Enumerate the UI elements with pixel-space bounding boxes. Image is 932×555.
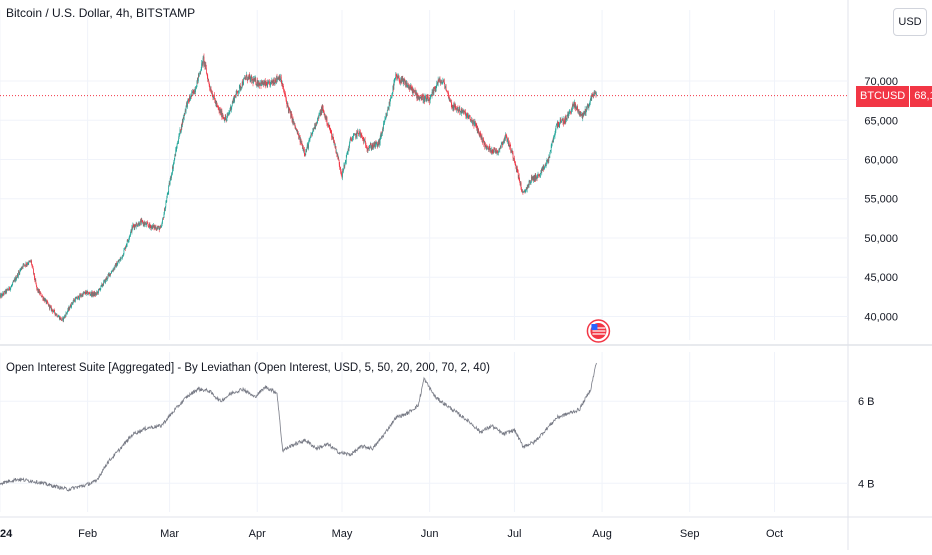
currency-button[interactable]: USD bbox=[893, 8, 927, 36]
overlay bbox=[0, 96, 848, 342]
candle-body bbox=[77, 299, 78, 300]
candle-body bbox=[117, 262, 118, 264]
candle-body bbox=[304, 149, 305, 153]
oi-line bbox=[0, 363, 596, 491]
symbol-label: BTCUSD bbox=[856, 86, 909, 107]
candle-body bbox=[596, 94, 597, 95]
candle-body bbox=[513, 153, 514, 158]
candle-body bbox=[319, 114, 320, 118]
oi-y-tick-label: 4 B bbox=[858, 478, 875, 490]
candle-body bbox=[162, 219, 163, 222]
oi-y-tick-label: 6 B bbox=[858, 396, 875, 408]
x-tick-label: Apr bbox=[249, 528, 266, 540]
candle-body bbox=[203, 58, 204, 65]
candle-body bbox=[206, 68, 207, 73]
candle-body bbox=[196, 89, 197, 90]
x-tick-label: May bbox=[332, 528, 353, 540]
last-price-label: 68,139 bbox=[909, 86, 932, 107]
x-tick-label: Sep bbox=[680, 528, 700, 540]
y-tick-label: 45,000 bbox=[864, 272, 898, 284]
candle-body bbox=[36, 284, 37, 286]
last-price-badge: BTCUSD 68,139 bbox=[856, 86, 932, 107]
candle-body bbox=[501, 144, 502, 147]
candle-body bbox=[10, 287, 11, 288]
y-tick-label: 60,000 bbox=[864, 154, 898, 166]
candle-body bbox=[165, 203, 166, 207]
candle-body bbox=[196, 87, 197, 88]
candle-body bbox=[8, 290, 9, 291]
x-tick-label: Oct bbox=[766, 528, 783, 540]
candle-body bbox=[54, 310, 55, 313]
candle-body bbox=[519, 179, 520, 181]
x-tick-label: 2024 bbox=[0, 528, 13, 540]
y-tick-label: 55,000 bbox=[864, 194, 898, 206]
candle-body bbox=[327, 117, 328, 124]
open-interest-series bbox=[0, 363, 596, 491]
candle-body bbox=[333, 136, 334, 137]
candle-body bbox=[4, 292, 5, 295]
candle-body bbox=[339, 164, 340, 167]
candle-body bbox=[12, 282, 13, 284]
candle-body bbox=[214, 95, 215, 98]
indicator-title: Open Interest Suite [Aggregated] - By Le… bbox=[6, 362, 490, 374]
candle-body bbox=[358, 131, 359, 134]
y-tick-label: 65,000 bbox=[864, 115, 898, 127]
candle-body bbox=[200, 71, 201, 73]
candle-body bbox=[282, 84, 283, 86]
x-tick-label: Mar bbox=[160, 528, 179, 540]
chart-title: Bitcoin / U.S. Dollar, 4h, BITSTAMP bbox=[6, 6, 195, 20]
candle-body bbox=[395, 79, 396, 80]
candle-body bbox=[246, 76, 247, 78]
candle-body bbox=[119, 260, 120, 261]
candle-body bbox=[75, 298, 76, 301]
candle-body bbox=[390, 101, 391, 104]
x-tick-label: Feb bbox=[78, 528, 97, 540]
x-tick-label: Jun bbox=[421, 528, 439, 540]
candle-body bbox=[124, 250, 125, 254]
candle-body bbox=[148, 225, 149, 226]
candle-body bbox=[98, 289, 99, 293]
candle-body bbox=[482, 136, 483, 142]
candle-body bbox=[36, 286, 37, 289]
candle-body bbox=[225, 117, 226, 120]
candle-body bbox=[217, 104, 218, 106]
x-tick-label: Jul bbox=[507, 528, 521, 540]
us-flag-icon[interactable] bbox=[587, 320, 609, 342]
candle-body bbox=[75, 298, 76, 299]
flag-canton bbox=[591, 324, 597, 330]
candle-body bbox=[33, 269, 34, 273]
candle-body bbox=[387, 110, 388, 115]
candle-body bbox=[69, 308, 70, 309]
candle-body bbox=[61, 318, 62, 320]
candle-body bbox=[166, 198, 167, 202]
x-tick-label: Aug bbox=[592, 528, 612, 540]
candle-body bbox=[177, 144, 178, 149]
candle-body bbox=[362, 136, 363, 138]
candle-body bbox=[243, 79, 244, 85]
candle-body bbox=[178, 139, 179, 142]
candle-body bbox=[130, 232, 131, 235]
candle-body bbox=[57, 314, 58, 316]
candle-body bbox=[238, 92, 239, 93]
candle-body bbox=[351, 137, 352, 139]
candle-body bbox=[170, 180, 171, 184]
candle-body bbox=[345, 163, 346, 167]
y-tick-label: 40,000 bbox=[864, 311, 898, 323]
candle-body bbox=[6, 290, 7, 293]
y-tick-label: 50,000 bbox=[864, 233, 898, 245]
candle-body bbox=[159, 228, 160, 230]
candle-body bbox=[24, 264, 25, 265]
price-candles bbox=[0, 54, 597, 323]
candle-body bbox=[390, 98, 391, 101]
candle-body bbox=[579, 109, 580, 112]
candle-body bbox=[268, 82, 269, 83]
candle-body bbox=[146, 223, 147, 225]
candle-body bbox=[353, 136, 354, 138]
axes: 2024 Feb Mar Apr May Jun Jul Aug Sep Oct 40,000 45,… bbox=[0, 76, 898, 540]
